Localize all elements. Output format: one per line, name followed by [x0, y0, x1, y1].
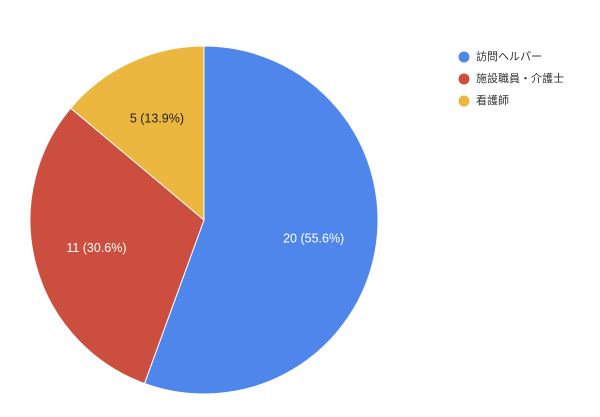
pie-slices — [29, 45, 379, 395]
legend-item-1[interactable]: 施設職員・介護士 — [458, 71, 565, 85]
legend-swatch-0 — [458, 51, 470, 63]
legend-item-0[interactable]: 訪問ヘルパー — [458, 49, 543, 63]
legend-label-1: 施設職員・介護士 — [476, 71, 564, 85]
pie-slice-0 — [143, 45, 379, 395]
pie-slice-1 — [29, 107, 205, 385]
pie-data-labels: 20 (55.6%) 11 (30.6%) 5 (13.9%) — [66, 111, 344, 255]
slice-data-label-1: 11 (30.6%) — [66, 241, 126, 255]
legend-label-0: 訪問ヘルパー — [476, 49, 542, 63]
legend-item-2[interactable]: 看護師 — [458, 93, 510, 107]
pie-slice-2 — [70, 45, 205, 222]
slice-data-label-0: 20 (55.6%) — [283, 232, 344, 246]
slice-data-label-2: 5 (13.9%) — [130, 111, 184, 125]
legend-label-2: 看護師 — [476, 93, 509, 107]
legend-swatch-2 — [458, 95, 470, 107]
legend-swatch-1 — [458, 73, 470, 85]
